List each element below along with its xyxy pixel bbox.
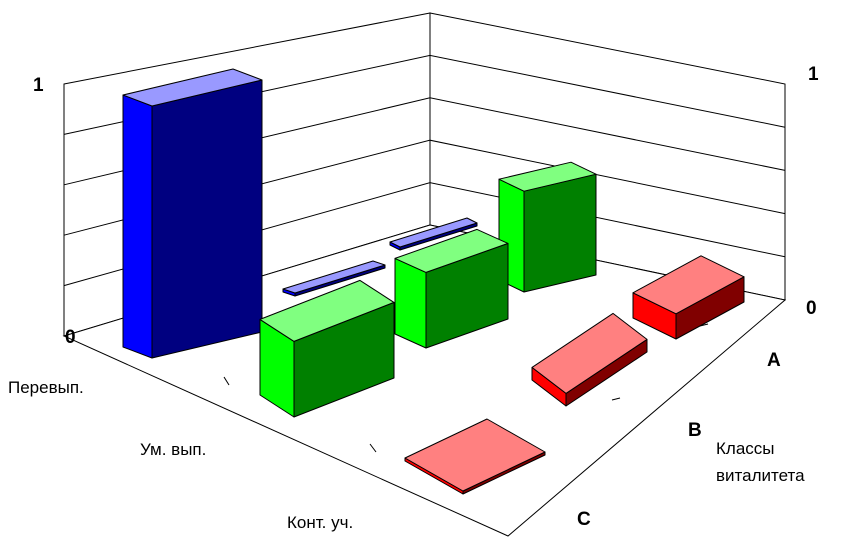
bar-front	[122, 94, 153, 359]
axis-tick	[369, 443, 377, 453]
bar-top	[498, 161, 597, 192]
bar-c-0	[404, 418, 546, 495]
axis-tick	[223, 376, 230, 386]
bar-b-1	[394, 228, 509, 349]
bar-side	[523, 173, 597, 293]
bar-top	[394, 228, 509, 273]
bar-top	[122, 68, 263, 107]
axis-tick	[611, 397, 621, 401]
z-axis-title-line1: Классы	[716, 439, 775, 458]
z-label-b: B	[688, 420, 702, 441]
bar-top	[259, 279, 395, 342]
bar-a-1	[282, 260, 386, 297]
bar-front	[394, 257, 427, 349]
y-tick-left-top: 1	[33, 75, 44, 96]
x-label-perevyp: Перевып.	[8, 378, 84, 397]
x-label-kont-uch: Конт. уч.	[287, 513, 353, 532]
bar-c-1	[531, 312, 648, 407]
y-tick-right-top: 1	[808, 64, 819, 85]
z-label-a: A	[767, 350, 781, 371]
y-tick-left-bottom: 0	[65, 327, 76, 348]
bar-side	[151, 79, 263, 359]
bar-top	[389, 217, 478, 248]
labels: 1 0 1 0 Перевып. Ум. вып. Конт. уч. A B …	[8, 64, 819, 532]
bar-b-0	[259, 279, 395, 418]
bar-b-2	[498, 161, 597, 293]
bar-a-0	[122, 68, 263, 359]
bars	[122, 68, 745, 495]
bar-top	[632, 255, 745, 315]
y-tick-right-bottom: 0	[806, 298, 817, 319]
x-label-um-vyp: Ум. вып.	[140, 440, 206, 459]
bar-top	[404, 418, 546, 492]
bar-top	[531, 312, 648, 394]
z-axis-title-line2: виталитета	[716, 466, 805, 485]
bar-top	[282, 260, 386, 294]
bar-a-2	[389, 217, 478, 251]
z-label-c: C	[577, 509, 591, 530]
bar-c-2	[632, 255, 745, 340]
